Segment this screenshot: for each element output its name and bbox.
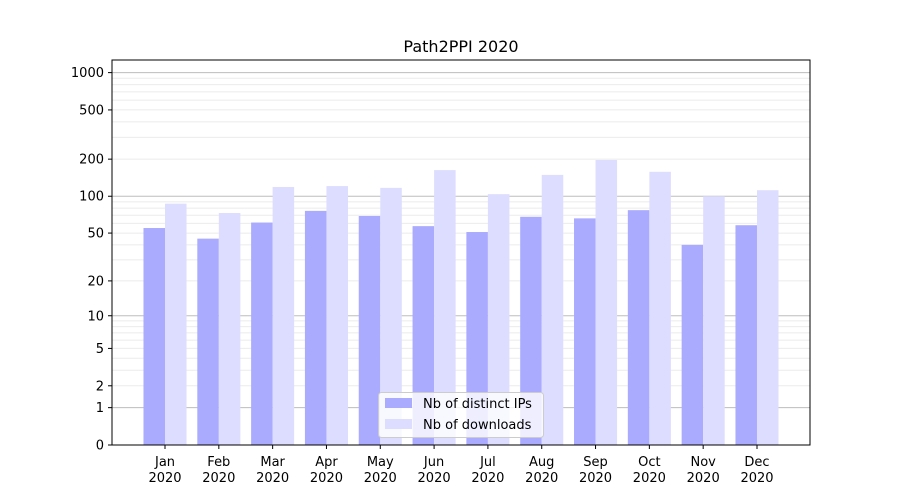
x-tick-label-line: Dec bbox=[744, 455, 769, 470]
chart-title: Path2PPI 2020 bbox=[403, 37, 518, 56]
x-tick-label-line: 2020 bbox=[633, 471, 666, 486]
x-tick-label-line: 2020 bbox=[471, 471, 504, 486]
bar-downloads bbox=[165, 203, 187, 445]
x-tick-label: Dec 2020 bbox=[740, 455, 773, 486]
legend-swatch-ips bbox=[385, 398, 412, 408]
x-tick-label: Sep 2020 bbox=[579, 455, 612, 486]
y-axis: 0 1 2 5 10 20 50 100 200 500 1000 bbox=[71, 66, 112, 454]
x-tick-label-line: Feb bbox=[207, 455, 230, 470]
x-tick-label: Jan 2020 bbox=[148, 455, 181, 486]
x-tick-label-line: 2020 bbox=[418, 471, 451, 486]
y-tick-label: 10 bbox=[87, 309, 104, 324]
bar-distinct-ips bbox=[735, 225, 757, 445]
x-tick-label-line: 2020 bbox=[256, 471, 289, 486]
bar-downloads bbox=[218, 213, 241, 445]
x-tick-label-line: 2020 bbox=[148, 471, 181, 486]
x-tick-label-line: 2020 bbox=[740, 471, 773, 486]
x-tick-label-line: Jan bbox=[154, 455, 175, 470]
bar-distinct-ips bbox=[197, 238, 219, 445]
legend-frame bbox=[378, 392, 544, 438]
x-tick-label-line: Nov bbox=[690, 455, 716, 470]
x-tick-label-line: 2020 bbox=[525, 471, 558, 486]
bar-downloads bbox=[487, 194, 510, 445]
x-tick-label-line: Jul bbox=[479, 455, 496, 470]
x-tick-label-line: May bbox=[367, 455, 394, 470]
x-tick-label-line: Aug bbox=[529, 455, 554, 470]
y-tick-label: 0 bbox=[96, 439, 104, 454]
bar-downloads bbox=[380, 187, 402, 446]
y-tick-label: 100 bbox=[79, 190, 104, 205]
bar-downloads bbox=[649, 171, 671, 446]
x-tick-label: Feb 2020 bbox=[202, 455, 235, 486]
bars bbox=[143, 159, 779, 446]
x-tick-label-line: 2020 bbox=[202, 471, 235, 486]
x-tick-label: Jun 2020 bbox=[418, 455, 451, 486]
bar-distinct-ips bbox=[466, 232, 488, 445]
y-tick-label: 500 bbox=[79, 103, 104, 118]
x-tick-label: May 2020 bbox=[364, 455, 397, 486]
legend-label-downloads: Nb of downloads bbox=[423, 418, 532, 433]
bar-distinct-ips bbox=[412, 226, 435, 445]
bar-downloads bbox=[434, 170, 456, 445]
bar-downloads bbox=[272, 186, 295, 445]
x-tick-label-line: Apr bbox=[315, 455, 338, 470]
bar-distinct-ips bbox=[358, 216, 381, 445]
plot-frame bbox=[111, 59, 811, 446]
legend: Nb of distinct IPs Nb of downloads bbox=[378, 392, 544, 438]
bar-downloads bbox=[541, 174, 564, 445]
x-tick-label-line: Oct bbox=[638, 455, 660, 470]
bar-distinct-ips bbox=[574, 218, 596, 445]
x-tick-label-line: 2020 bbox=[579, 471, 612, 486]
bar-distinct-ips bbox=[143, 228, 166, 445]
bar-distinct-ips bbox=[520, 216, 542, 445]
y-tick-label: 50 bbox=[87, 227, 104, 242]
x-tick-label: Oct 2020 bbox=[633, 455, 666, 486]
legend-swatch-downloads bbox=[385, 419, 412, 429]
y-tick-label: 1000 bbox=[71, 66, 104, 81]
x-tick-label: Mar 2020 bbox=[256, 455, 289, 486]
x-tick-label: Jul 2020 bbox=[471, 455, 504, 486]
bar-downloads bbox=[595, 159, 618, 445]
x-tick-label-line: 2020 bbox=[310, 471, 343, 486]
bar-distinct-ips bbox=[304, 210, 327, 445]
x-tick-label: Aug 2020 bbox=[525, 455, 558, 486]
y-tick-label: 200 bbox=[79, 153, 104, 168]
y-tick-label: 1 bbox=[96, 401, 104, 416]
x-tick-label-line: 2020 bbox=[364, 471, 397, 486]
bar-distinct-ips bbox=[627, 210, 650, 445]
bar-downloads bbox=[756, 190, 779, 445]
x-tick-label-line: 2020 bbox=[687, 471, 720, 486]
bar-downloads bbox=[326, 186, 348, 445]
x-tick-label-line: Sep bbox=[583, 455, 608, 470]
bar-distinct-ips bbox=[251, 222, 273, 445]
bar-downloads bbox=[703, 196, 725, 445]
y-tick-label: 2 bbox=[96, 379, 104, 394]
x-tick-label: Nov 2020 bbox=[687, 455, 720, 486]
x-tick-label-line: Mar bbox=[260, 455, 285, 470]
bar-distinct-ips bbox=[681, 244, 704, 445]
x-tick-label-line: Jun bbox=[423, 455, 444, 470]
y-tick-label: 20 bbox=[87, 274, 104, 289]
legend-label-ips: Nb of distinct IPs bbox=[423, 397, 532, 412]
y-tick-label: 5 bbox=[96, 342, 104, 357]
x-tick-label: Apr 2020 bbox=[310, 455, 343, 486]
